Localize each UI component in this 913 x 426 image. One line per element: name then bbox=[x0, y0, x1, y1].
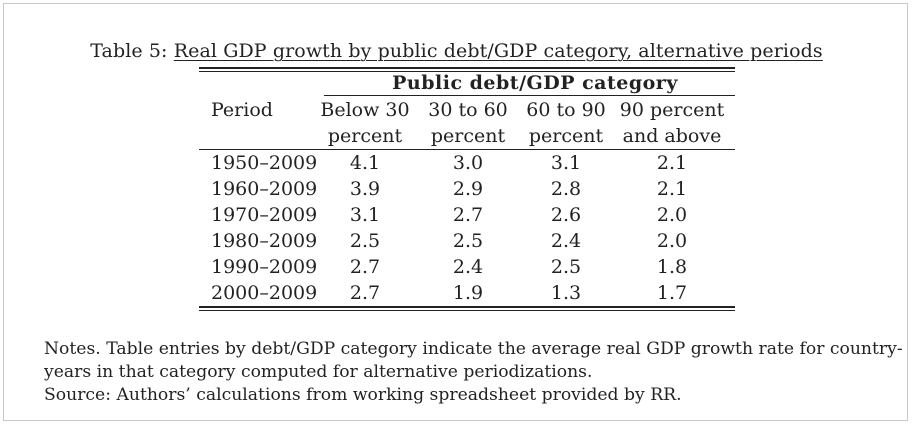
value-cell: 2.6 bbox=[550, 204, 582, 226]
period-cell: 1980–2009 bbox=[211, 230, 318, 252]
column-header-below30-line2: percent bbox=[327, 125, 403, 147]
notes-line: years in that category computed for alte… bbox=[44, 362, 593, 382]
period-cell: 1950–2009 bbox=[211, 152, 318, 174]
table-caption: Table 5: Real GDP growth by public debt/… bbox=[0, 40, 913, 62]
group-header: Public debt/GDP category bbox=[392, 72, 678, 94]
value-cell: 2.1 bbox=[656, 178, 688, 200]
value-cell: 1.7 bbox=[656, 282, 688, 304]
column-header-60to90-line1: 60 to 90 bbox=[526, 99, 606, 121]
column-header-30to60-line2: percent bbox=[430, 125, 506, 147]
notes-line: Notes. Table entries by debt/GDP categor… bbox=[44, 339, 903, 359]
value-cell: 2.4 bbox=[550, 230, 582, 252]
column-header-90above-line2: and above bbox=[622, 125, 722, 147]
caption-label: Table 5: bbox=[90, 40, 168, 62]
value-cell: 4.1 bbox=[349, 152, 381, 174]
caption-text: Real GDP growth by public debt/GDP categ… bbox=[173, 40, 823, 62]
column-header-30to60-line1: 30 to 60 bbox=[428, 99, 508, 121]
value-cell: 2.7 bbox=[452, 204, 484, 226]
value-cell: 2.4 bbox=[452, 256, 484, 278]
bottom-rule-second bbox=[199, 309, 735, 312]
value-cell: 2.9 bbox=[452, 178, 484, 200]
value-cell: 2.8 bbox=[550, 178, 582, 200]
value-cell: 2.0 bbox=[656, 204, 688, 226]
bottom-rule bbox=[199, 306, 735, 308]
value-cell: 2.5 bbox=[452, 230, 484, 252]
value-cell: 2.0 bbox=[656, 230, 688, 252]
value-cell: 3.1 bbox=[349, 204, 381, 226]
value-cell: 2.5 bbox=[349, 230, 381, 252]
value-cell: 3.1 bbox=[550, 152, 582, 174]
column-header-below30-line1: Below 30 bbox=[320, 99, 410, 121]
value-cell: 3.0 bbox=[452, 152, 484, 174]
period-cell: 1990–2009 bbox=[211, 256, 318, 278]
top-rule bbox=[199, 67, 735, 69]
column-header-90above-line1: 90 percent bbox=[619, 99, 725, 121]
group-header-rule bbox=[324, 95, 735, 96]
value-cell: 2.7 bbox=[349, 282, 381, 304]
period-cell: 1960–2009 bbox=[211, 178, 318, 200]
value-cell: 2.5 bbox=[550, 256, 582, 278]
column-header-60to90-line2: percent bbox=[528, 125, 604, 147]
value-cell: 3.9 bbox=[349, 178, 381, 200]
value-cell: 2.1 bbox=[656, 152, 688, 174]
top-rule-second bbox=[199, 70, 735, 73]
period-cell: 2000–2009 bbox=[211, 282, 318, 304]
table-notes: Notes. Table entries by debt/GDP categor… bbox=[44, 338, 903, 407]
page-frame bbox=[3, 3, 908, 421]
value-cell: 1.8 bbox=[656, 256, 688, 278]
value-cell: 1.3 bbox=[550, 282, 582, 304]
header-rule bbox=[199, 149, 735, 150]
value-cell: 2.7 bbox=[349, 256, 381, 278]
source-line: Source: Authors’ calculations from worki… bbox=[44, 385, 682, 405]
period-cell: 1970–2009 bbox=[211, 204, 318, 226]
value-cell: 1.9 bbox=[452, 282, 484, 304]
column-header-period: Period bbox=[211, 99, 273, 121]
